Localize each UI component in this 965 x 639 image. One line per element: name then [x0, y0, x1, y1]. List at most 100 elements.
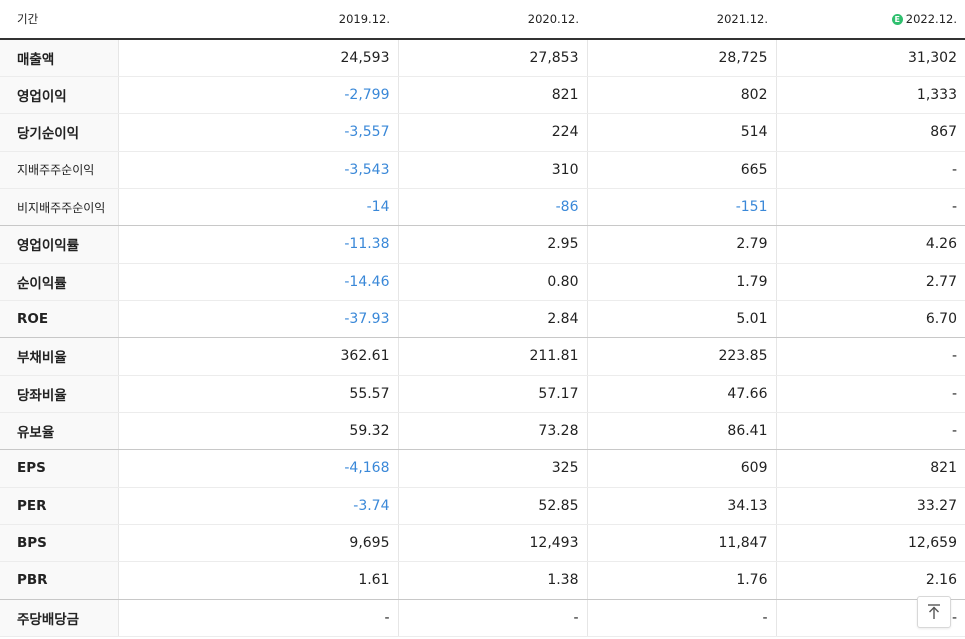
table-cell: 73.28 — [397, 412, 587, 451]
table-row: 지배주주순이익 -3,543 310 665- — [0, 151, 965, 189]
table-cell: 2.95 — [397, 225, 587, 264]
table-cell: - — [775, 151, 965, 189]
table-row: 부채비율 362.61 211.81 223.85- — [0, 337, 965, 376]
table-cell: 57.17 — [397, 375, 587, 413]
table-cell: -86 — [397, 188, 587, 227]
table-cell: 1.76 — [586, 561, 776, 600]
table-cell: 28,725 — [586, 39, 776, 77]
table-row: 당좌비율 55.57 57.17 47.66- — [0, 375, 965, 413]
table-cell: 223.85 — [586, 337, 776, 376]
table-cell: 2.77 — [775, 263, 965, 301]
table-row: 비지배주주순이익 -14 -86 -151- — [0, 188, 965, 227]
table-cell: 0.80 — [397, 263, 587, 301]
table-cell: -151 — [586, 188, 776, 227]
table-cell: 867 — [775, 113, 965, 152]
row-label: ROE — [0, 300, 118, 339]
table-cell: 9,695 — [117, 524, 398, 563]
table-cell: 224 — [397, 113, 587, 152]
table-cell: 34.13 — [586, 487, 776, 525]
table-cell: 2.79 — [586, 225, 776, 264]
table-cell: - — [775, 375, 965, 413]
table-cell: 802 — [586, 76, 776, 115]
table-cell: 1,333 — [775, 76, 965, 115]
table-cell: 4.26 — [775, 225, 965, 264]
scroll-top-button[interactable] — [917, 596, 951, 628]
table-cell: 33.27 — [775, 487, 965, 525]
table-cell: 5.01 — [586, 300, 776, 339]
table-row: 영업이익률 -11.38 2.95 2.79 4.26 — [0, 225, 965, 264]
table-cell: 665 — [586, 151, 776, 189]
table-row: EPS -4,168 325 609 821 — [0, 449, 965, 488]
table-row: PBR 1.61 1.38 1.76 2.16 — [0, 561, 965, 600]
table-cell: -3.74 — [117, 487, 398, 525]
table-cell: 310 — [397, 151, 587, 189]
table-cell: - — [586, 599, 776, 638]
table-cell: -4,168 — [117, 449, 398, 488]
table-cell: 362.61 — [117, 337, 398, 376]
col-header-2021: 2021.12. — [587, 0, 776, 40]
row-label: 부채비율 — [0, 337, 118, 376]
table-cell: 55.57 — [117, 375, 398, 413]
table-cell: 24,593 — [117, 39, 398, 77]
row-label: 비지배주주순이익 — [0, 188, 118, 227]
table-cell: -2,799 — [117, 76, 398, 115]
table-row: BPS 9,695 12,493 11,847 12,659 — [0, 524, 965, 563]
table-cell: 1.61 — [117, 561, 398, 600]
table-cell: 514 — [586, 113, 776, 152]
col-header-2022: E 2022.12. — [776, 0, 965, 40]
row-label: 유보율 — [0, 412, 118, 451]
table-cell: 821 — [397, 76, 587, 115]
table-cell: 2.84 — [397, 300, 587, 339]
table-cell: 11,847 — [586, 524, 776, 563]
table-cell: 609 — [586, 449, 776, 488]
header-row: 기간 2019.12. 2020.12. 2021.12. E 2022.12. — [0, 0, 965, 40]
row-label: EPS — [0, 449, 118, 488]
table-cell: 2.16 — [775, 561, 965, 600]
period-header: 기간 — [0, 0, 118, 40]
table-cell: - — [775, 412, 965, 451]
table-cell: -11.38 — [117, 225, 398, 264]
row-label: BPS — [0, 524, 118, 563]
estimate-badge-icon: E — [891, 14, 903, 25]
row-label: 영업이익 — [0, 76, 118, 115]
col-header-2020: 2020.12. — [398, 0, 587, 40]
table-cell: 47.66 — [586, 375, 776, 413]
table-cell: -37.93 — [117, 300, 398, 339]
table-cell: 52.85 — [397, 487, 587, 525]
table-row: 매출액 24,593 27,853 28,725 31,302 — [0, 39, 965, 77]
table-row: 유보율 59.32 73.28 86.41- — [0, 412, 965, 451]
table-cell: 86.41 — [586, 412, 776, 451]
table-cell: -3,557 — [117, 113, 398, 152]
col-header-2019: 2019.12. — [118, 0, 398, 40]
table-row: 순이익률 -14.46 0.80 1.79 2.77 — [0, 263, 965, 301]
table-cell: 27,853 — [397, 39, 587, 77]
table-cell: 325 — [397, 449, 587, 488]
row-label: 매출액 — [0, 39, 118, 77]
table-cell: 211.81 — [397, 337, 587, 376]
table-row: 당기순이익 -3,557 224 514 867 — [0, 113, 965, 152]
col-header-2022-label: 2022.12. — [905, 12, 957, 26]
table-cell: 1.38 — [397, 561, 587, 600]
row-label: 당좌비율 — [0, 375, 118, 413]
table-cell: - — [775, 188, 965, 227]
table-cell: 821 — [775, 449, 965, 488]
arrow-up-icon — [928, 604, 940, 619]
table-row: 주당배당금 - - - - — [0, 599, 965, 638]
row-label: PBR — [0, 561, 118, 600]
table-cell: -14 — [117, 188, 398, 227]
row-label: 당기순이익 — [0, 113, 118, 152]
row-label: 영업이익률 — [0, 225, 118, 264]
row-label: 주당배당금 — [0, 599, 118, 638]
table-row: PER -3.74 52.85 34.13 33.27 — [0, 487, 965, 525]
table-cell: 6.70 — [775, 300, 965, 339]
table-cell: - — [117, 599, 398, 638]
table-cell: -14.46 — [117, 263, 398, 301]
row-label: 순이익률 — [0, 263, 118, 301]
table-cell: 12,659 — [775, 524, 965, 563]
row-label: PER — [0, 487, 118, 525]
table-cell: 1.79 — [586, 263, 776, 301]
table-cell: 31,302 — [775, 39, 965, 77]
table-row: ROE -37.93 2.84 5.01 6.70 — [0, 300, 965, 339]
row-label: 지배주주순이익 — [0, 151, 118, 189]
